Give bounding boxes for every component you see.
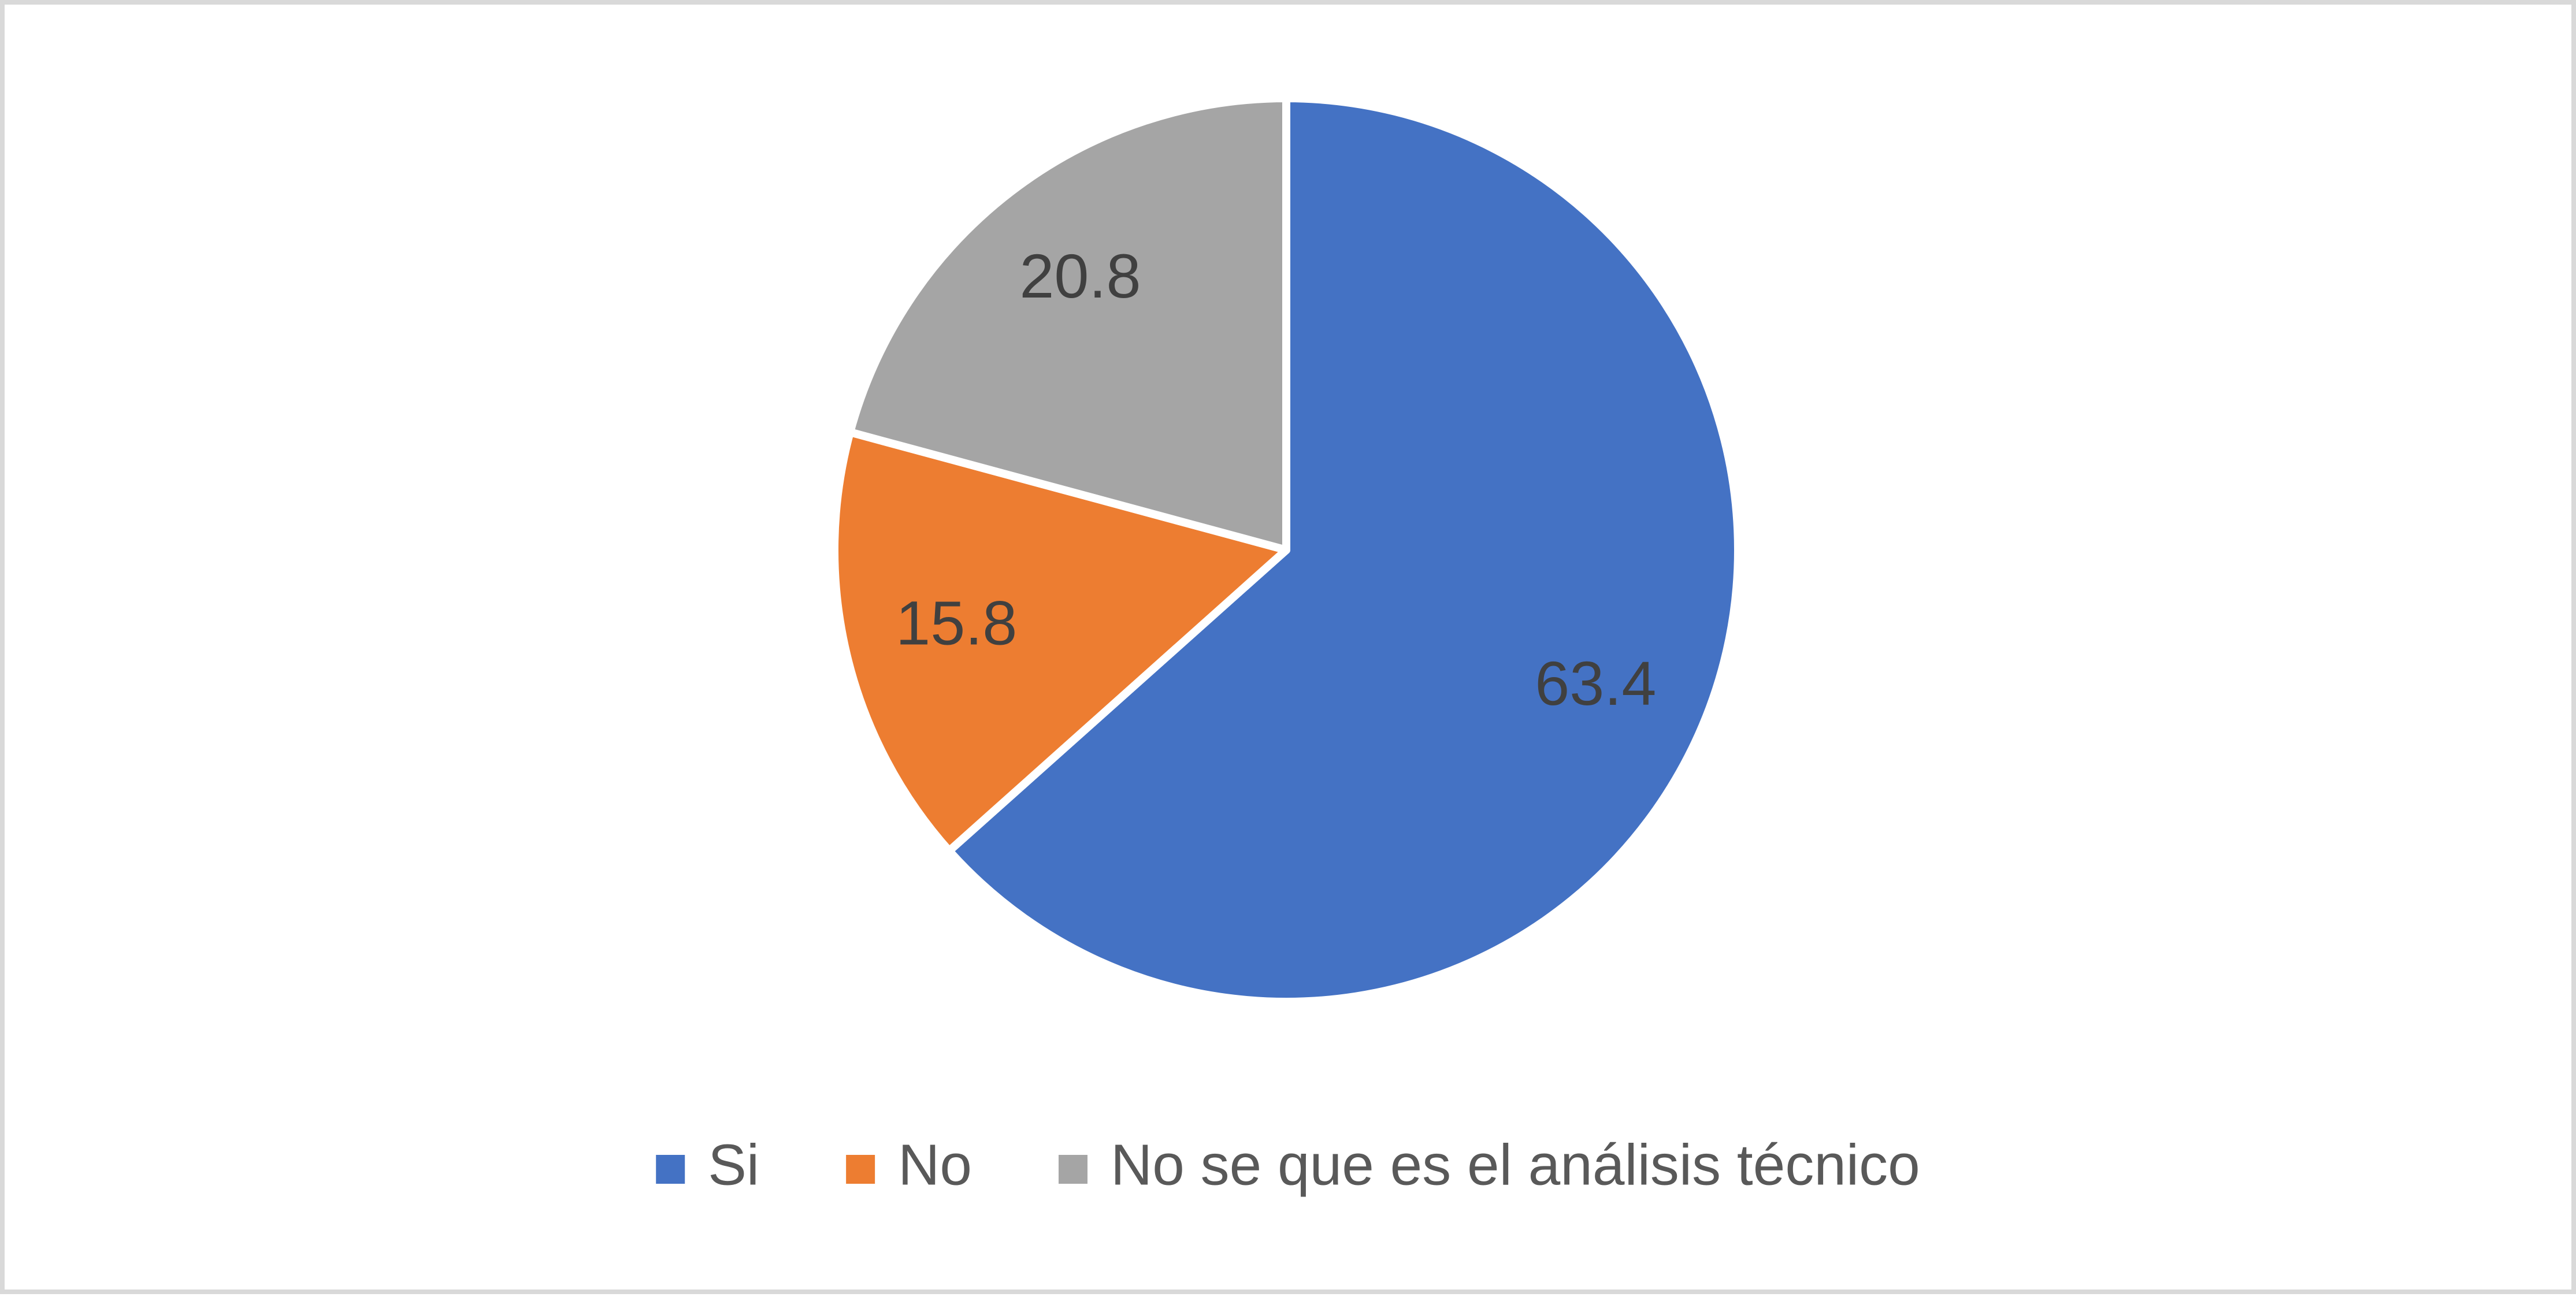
data-label: 63.4 [1535,648,1656,718]
pie-slice [846,94,1290,554]
data-label: 20.8 [1019,241,1141,311]
legend-swatch [1058,1155,1087,1184]
pie-slice [945,94,1742,1006]
legend-swatch [846,1155,875,1184]
legend-label: No [898,1132,972,1197]
legend-label: No se que es el análisis técnico [1111,1132,1920,1197]
legend-label: Si [708,1132,759,1197]
legend-swatch [656,1155,685,1184]
pie-slice [830,428,1290,855]
data-label: 15.8 [896,588,1017,658]
